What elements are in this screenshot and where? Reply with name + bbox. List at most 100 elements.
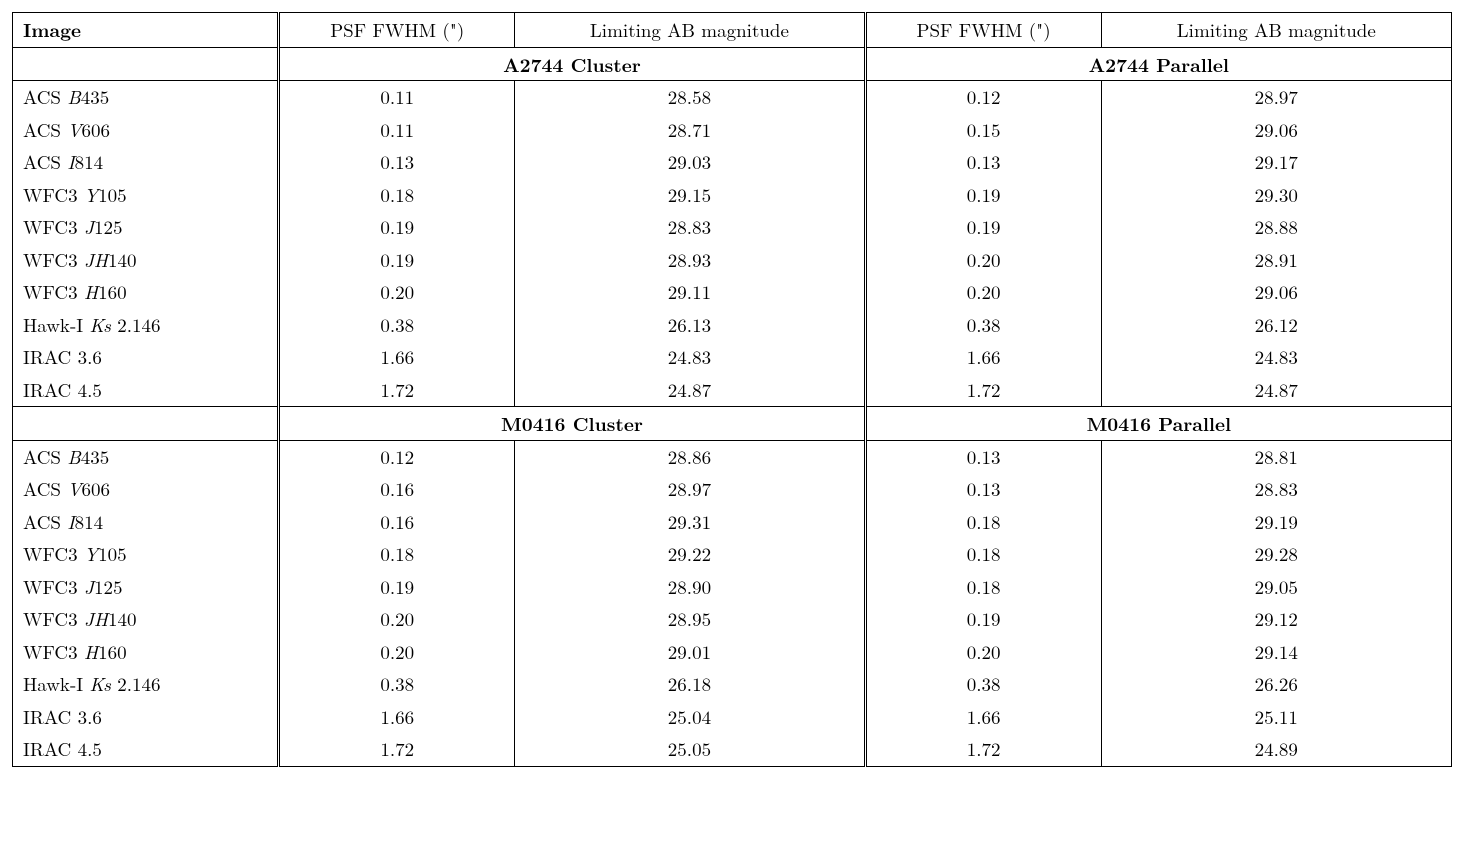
cell-mag-left: 28.58 (515, 81, 865, 114)
psf-magnitude-table: Image PSF FWHM (") Limiting AB magnitude PS… (12, 12, 1452, 767)
table-row-label: ACS B435 (13, 81, 279, 114)
cell-mag-right: 29.06 (1101, 114, 1451, 147)
cell-mag-right: 24.89 (1101, 733, 1451, 766)
cell-mag-left: 28.90 (515, 571, 865, 604)
cell-mag-left: 28.86 (515, 440, 865, 473)
table-row-label: WFC3 H160 (13, 636, 279, 669)
cell-psf-left: 0.12 (279, 440, 515, 473)
cell-psf-left: 0.19 (279, 244, 515, 277)
cell-mag-left: 24.87 (515, 374, 865, 407)
cell-mag-left: 26.13 (515, 309, 865, 342)
table-row-label: WFC3 H160 (13, 276, 279, 309)
cell-mag-left: 29.11 (515, 276, 865, 309)
cell-psf-right: 0.13 (865, 473, 1101, 506)
cell-mag-right: 29.05 (1101, 571, 1451, 604)
cell-mag-right: 29.28 (1101, 538, 1451, 571)
table-row-label: WFC3 JH140 (13, 244, 279, 277)
cell-psf-left: 0.16 (279, 506, 515, 539)
cell-psf-left: 0.13 (279, 146, 515, 179)
col-header-image: Image (23, 15, 81, 43)
cell-psf-right: 0.15 (865, 114, 1101, 147)
section-header-right: A2744 Parallel (865, 47, 1451, 81)
section-header-right: M0416 Parallel (865, 407, 1451, 441)
cell-psf-right: 1.72 (865, 733, 1101, 766)
section-header-left: M0416 Cluster (279, 407, 865, 441)
cell-mag-right: 28.83 (1101, 473, 1451, 506)
table-row-label: WFC3 J125 (13, 571, 279, 604)
table-row-label: IRAC 4.5 (13, 374, 279, 407)
cell-psf-left: 0.38 (279, 668, 515, 701)
cell-psf-right: 0.20 (865, 636, 1101, 669)
cell-mag-right: 28.97 (1101, 81, 1451, 114)
cell-psf-left: 0.11 (279, 81, 515, 114)
cell-psf-left: 0.11 (279, 114, 515, 147)
cell-psf-right: 0.19 (865, 179, 1101, 212)
cell-psf-right: 0.18 (865, 538, 1101, 571)
cell-mag-right: 24.87 (1101, 374, 1451, 407)
cell-psf-right: 0.38 (865, 668, 1101, 701)
cell-psf-right: 1.66 (865, 701, 1101, 734)
table-row-label: ACS V606 (13, 114, 279, 147)
table-row-label: WFC3 J125 (13, 211, 279, 244)
cell-psf-left: 0.18 (279, 538, 515, 571)
cell-psf-left: 1.72 (279, 733, 515, 766)
cell-psf-left: 0.18 (279, 179, 515, 212)
cell-psf-left: 0.20 (279, 276, 515, 309)
cell-mag-left: 29.03 (515, 146, 865, 179)
cell-mag-right: 29.12 (1101, 603, 1451, 636)
table-row-label: IRAC 3.6 (13, 701, 279, 734)
cell-psf-right: 0.20 (865, 244, 1101, 277)
cell-mag-right: 28.91 (1101, 244, 1451, 277)
cell-mag-right: 25.11 (1101, 701, 1451, 734)
cell-mag-right: 29.14 (1101, 636, 1451, 669)
table-row-label: ACS I814 (13, 146, 279, 179)
cell-mag-left: 28.93 (515, 244, 865, 277)
cell-psf-right: 0.13 (865, 146, 1101, 179)
cell-psf-right: 1.66 (865, 341, 1101, 374)
cell-psf-right: 0.12 (865, 81, 1101, 114)
table-row-label: ACS B435 (13, 440, 279, 473)
cell-mag-right: 28.81 (1101, 440, 1451, 473)
cell-psf-left: 0.19 (279, 211, 515, 244)
cell-mag-left: 26.18 (515, 668, 865, 701)
cell-mag-right: 24.83 (1101, 341, 1451, 374)
col-header-mag-left: Limiting AB magnitude (590, 16, 789, 43)
cell-mag-right: 26.12 (1101, 309, 1451, 342)
cell-psf-left: 1.66 (279, 341, 515, 374)
cell-mag-left: 28.83 (515, 211, 865, 244)
cell-psf-left: 1.66 (279, 701, 515, 734)
cell-mag-left: 28.97 (515, 473, 865, 506)
table-row-label: ACS I814 (13, 506, 279, 539)
cell-psf-left: 0.16 (279, 473, 515, 506)
cell-mag-right: 26.26 (1101, 668, 1451, 701)
cell-mag-left: 29.15 (515, 179, 865, 212)
cell-mag-right: 29.17 (1101, 146, 1451, 179)
cell-mag-right: 29.30 (1101, 179, 1451, 212)
table-row-label: IRAC 4.5 (13, 733, 279, 766)
cell-psf-right: 0.13 (865, 440, 1101, 473)
cell-psf-right: 0.19 (865, 211, 1101, 244)
cell-psf-right: 0.18 (865, 506, 1101, 539)
cell-mag-left: 28.95 (515, 603, 865, 636)
cell-psf-right: 0.19 (865, 603, 1101, 636)
table-row-label: WFC3 Y105 (13, 179, 279, 212)
cell-psf-left: 1.72 (279, 374, 515, 407)
cell-psf-right: 0.38 (865, 309, 1101, 342)
cell-mag-left: 28.71 (515, 114, 865, 147)
col-header-psf-right: PSF FWHM (") (917, 16, 1051, 43)
table-row-label: Hawk-I Ks 2.146 (13, 309, 279, 342)
table-row-label: Hawk-I Ks 2.146 (13, 668, 279, 701)
cell-psf-left: 0.38 (279, 309, 515, 342)
cell-mag-left: 29.22 (515, 538, 865, 571)
col-header-psf-left: PSF FWHM (") (330, 16, 464, 43)
table-row-label: WFC3 JH140 (13, 603, 279, 636)
cell-psf-left: 0.20 (279, 603, 515, 636)
cell-mag-left: 24.83 (515, 341, 865, 374)
cell-mag-left: 29.01 (515, 636, 865, 669)
cell-mag-left: 25.05 (515, 733, 865, 766)
section-header-left: A2744 Cluster (279, 47, 865, 81)
table-row-label: IRAC 3.6 (13, 341, 279, 374)
col-header-mag-right: Limiting AB magnitude (1177, 16, 1376, 43)
cell-psf-right: 1.72 (865, 374, 1101, 407)
cell-psf-left: 0.19 (279, 571, 515, 604)
